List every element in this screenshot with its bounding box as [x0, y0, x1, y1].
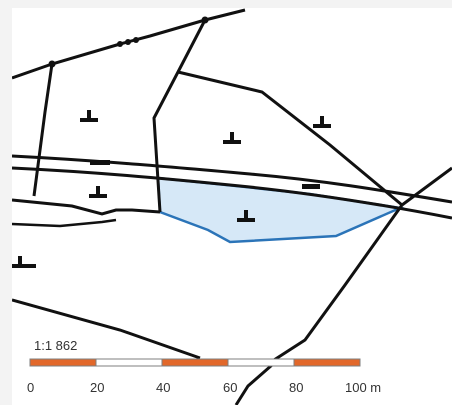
scale-segment-5 — [293, 358, 361, 367]
scale-tick-40: 40 — [156, 380, 170, 395]
building-symbols — [12, 110, 331, 268]
building-icon — [80, 110, 98, 122]
parcel-boundary — [12, 198, 161, 216]
parcel-boundary — [401, 166, 452, 207]
map-svg: 1:1 862 0 20 40 60 80 100 m — [12, 8, 452, 405]
boundary-markers — [48, 16, 209, 68]
parcel-boundary — [177, 70, 403, 207]
scale-segment-4 — [227, 358, 295, 367]
parcel-boundary — [234, 363, 273, 405]
building-icon — [12, 256, 36, 268]
scale-tick-0: 0 — [27, 380, 34, 395]
scale-segment-2 — [95, 358, 163, 367]
parcel-boundary — [32, 63, 54, 197]
building-icon — [89, 186, 107, 198]
building-icon — [313, 116, 331, 128]
parcel-boundary — [12, 218, 117, 228]
building-icon — [90, 160, 110, 165]
parcel-boundary — [12, 298, 201, 360]
road-line-bottom — [12, 166, 452, 220]
scale-bar: 1:1 862 0 20 40 60 80 100 m — [27, 338, 381, 395]
parcel-boundary — [152, 19, 207, 213]
building-icon — [237, 210, 255, 222]
scale-tick-20: 20 — [90, 380, 104, 395]
scale-ratio: 1:1 862 — [34, 338, 77, 353]
building-icon — [302, 184, 320, 189]
scale-tick-100m: 100 m — [345, 380, 381, 395]
parcel-boundary — [273, 204, 404, 362]
scale-tick-80: 80 — [289, 380, 303, 395]
scale-tick-60: 60 — [223, 380, 237, 395]
scale-segment-3 — [161, 358, 229, 367]
scale-segment-1 — [29, 358, 97, 367]
cadastral-map[interactable]: 1:1 862 0 20 40 60 80 100 m — [12, 8, 452, 405]
building-icon — [223, 132, 241, 144]
